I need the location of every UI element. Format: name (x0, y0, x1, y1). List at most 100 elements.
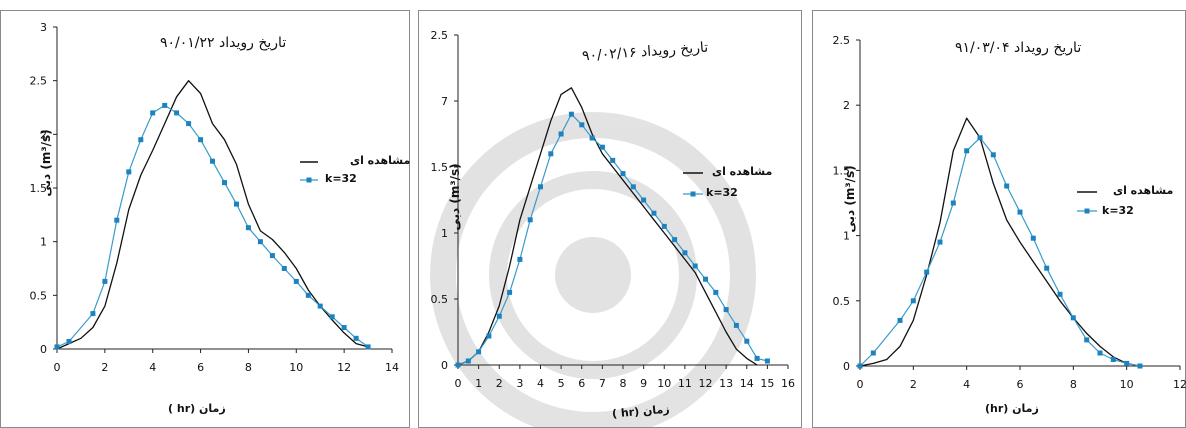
x-tick-label: 6 (578, 377, 585, 390)
data-point (964, 148, 970, 154)
legend-marker (690, 191, 696, 197)
data-point (579, 122, 585, 128)
data-point (610, 157, 616, 163)
y-tick-label: 2.5 (30, 75, 48, 88)
data-point (744, 338, 750, 344)
y-tick-label: 0 (40, 343, 47, 356)
x-tick-label: 16 (781, 377, 795, 390)
legend-label: k=32 (1102, 204, 1134, 217)
y-tick-label: 3 (40, 21, 47, 34)
x-tick-label: 12 (337, 361, 351, 374)
data-point (870, 350, 876, 356)
y-tick-label: 1 (441, 227, 448, 240)
chart-title: تاریخ رویداد ۹۰/۰۱/۲۲ (160, 35, 287, 51)
x-tick-label: 2 (101, 361, 108, 374)
data-point (138, 137, 144, 143)
data-point (733, 322, 739, 328)
data-point (672, 237, 678, 243)
data-point (924, 269, 930, 275)
x-tick-label: 6 (1017, 378, 1024, 391)
x-tick-label: 14 (740, 377, 754, 390)
data-point (764, 358, 770, 364)
data-point (150, 110, 156, 116)
y-tick-label: 0.5 (833, 295, 851, 308)
data-point (329, 314, 335, 320)
legend-label: مشاهده ای (350, 154, 411, 167)
data-point (305, 292, 311, 298)
data-point (365, 344, 371, 350)
y-tick-label: 0.5 (30, 289, 48, 302)
series-line-model (859, 137, 1141, 367)
x-axis-label: (hr) زمان (985, 402, 1039, 415)
y-tick-label: 2 (40, 128, 47, 141)
data-point (977, 135, 983, 141)
data-point (222, 180, 227, 186)
x-tick-label: 2 (910, 378, 917, 391)
data-point (341, 325, 347, 330)
data-point (186, 121, 192, 127)
data-point (548, 151, 554, 157)
x-tick-label: 13 (719, 377, 733, 390)
data-point (857, 363, 863, 369)
data-point (897, 317, 903, 323)
x-tick-label: 10 (1120, 378, 1134, 391)
x-tick-label: 6 (197, 361, 204, 374)
x-tick-label: 14 (385, 361, 399, 374)
y-tick-label: 0 (441, 359, 448, 372)
data-point (90, 311, 96, 317)
data-point (1070, 315, 1076, 321)
data-point (527, 217, 533, 223)
data-point (1030, 235, 1036, 241)
data-point (568, 111, 574, 117)
x-tick-label: 3 (516, 377, 523, 390)
data-point (754, 355, 760, 361)
data-point (317, 303, 323, 309)
data-point (1017, 209, 1023, 215)
x-axis-label: ( hr) زمان (168, 402, 226, 415)
data-point (661, 223, 667, 229)
data-point (910, 298, 916, 304)
data-point (1057, 291, 1063, 297)
x-tick-label: 10 (289, 361, 303, 374)
data-point (1044, 265, 1050, 271)
x-tick-label: 15 (760, 377, 774, 390)
data-point (293, 278, 299, 284)
y-tick-label: 2.5 (833, 34, 851, 47)
series-line-observed (56, 80, 369, 350)
data-point (455, 362, 461, 368)
data-point (641, 197, 647, 203)
data-point (66, 339, 72, 344)
data-point (353, 335, 359, 341)
x-tick-label: 10 (657, 377, 671, 390)
data-point (198, 137, 204, 143)
y-tick-label: 0 (843, 360, 850, 373)
x-tick-label: 2 (496, 377, 503, 390)
x-tick-label: 0 (54, 361, 61, 374)
series-line-observed (859, 117, 1141, 367)
y-tick-label: 1.5 (833, 164, 851, 177)
data-point (507, 289, 513, 295)
data-point (486, 333, 492, 339)
data-point (682, 250, 688, 256)
x-tick-label: 8 (1070, 378, 1077, 391)
y-tick-label: 1.5 (431, 161, 449, 174)
data-point (723, 307, 729, 313)
chart-title: تاریخ رویداد ۹۱/۰۳/۰۴ (955, 40, 1082, 56)
x-tick-label: 11 (678, 377, 692, 390)
data-point (692, 263, 698, 269)
data-point (990, 152, 996, 158)
data-point (1124, 360, 1130, 366)
data-point (1097, 350, 1103, 356)
x-tick-label: 4 (149, 361, 156, 374)
data-point (245, 225, 251, 231)
data-point (589, 135, 595, 141)
legend-marker (1084, 208, 1090, 214)
data-point (651, 210, 657, 216)
x-tick-label: 7 (599, 377, 606, 390)
data-point (234, 201, 239, 207)
y-tick-label: 1 (40, 236, 47, 249)
data-point (630, 184, 636, 190)
data-point (937, 239, 943, 245)
